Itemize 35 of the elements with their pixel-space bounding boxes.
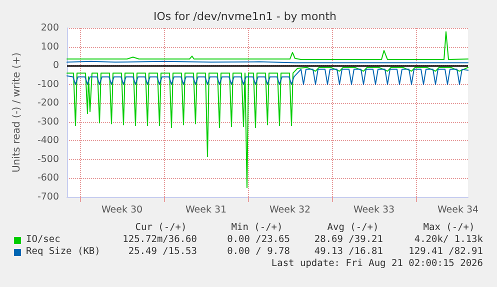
text: 129.41 /82.91 [408,246,483,257]
legend-label: Req Size (KB) [26,246,100,257]
y-tick-label: 0 [52,60,59,72]
text: 0.00 /23.65 [227,234,290,245]
text: 28.69 /39.21 [314,234,383,245]
x-tick-label: Week 33 [353,204,395,216]
text: Last update: Fri Aug 21 02:00:15 2026 [271,258,483,269]
y-tick-label: -600 [37,172,59,184]
line-series [66,68,468,85]
legend-label: IO/sec [26,234,60,245]
text: Min (-/+) [231,222,283,233]
chart-title: IOs for /dev/nvme1n1 - by month [153,10,337,23]
text: Max (-/+) [423,222,475,233]
y-tick-label: 100 [40,41,59,52]
text: Avg (-/+) [327,222,379,233]
y-axis-title: Units read (-) / write (+) [12,52,22,173]
line-series [66,66,468,188]
text: Cur (-/+) [135,222,187,233]
y-tick-label: 200 [40,22,59,34]
y-tick-label: -400 [37,135,59,146]
text: 25.49 /15.53 [128,246,197,257]
text: 4.20k/ 1.13k [414,234,483,245]
line-series [66,31,468,60]
y-tick-label: -100 [37,78,59,90]
text: 125.72m/36.60 [122,234,197,245]
text: 0.00 / 9.78 [227,246,290,257]
y-tick-label: -200 [37,98,59,109]
text: 49.13 /16.81 [314,246,383,257]
x-tick-label: Week 30 [101,204,143,216]
y-tick-label: -700 [37,192,59,202]
y-tick-label: -500 [37,154,59,165]
x-tick-label: Week 34 [437,204,479,216]
x-tick-label: Week 32 [269,204,311,216]
y-tick-label: -300 [37,116,59,128]
x-tick-label: Week 31 [185,204,227,216]
